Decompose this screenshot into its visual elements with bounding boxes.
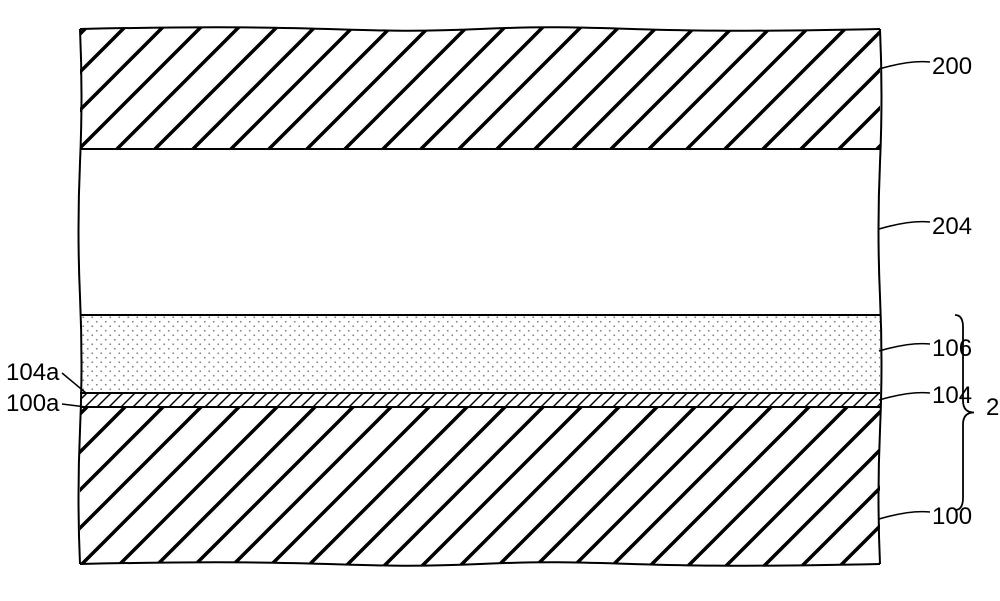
label-104a: 104a <box>6 359 59 387</box>
label-200: 200 <box>932 53 972 81</box>
cross-section-diagram <box>0 0 1000 601</box>
label-100: 100 <box>932 503 972 531</box>
layer-200 <box>80 27 880 149</box>
label-100a: 100a <box>6 390 59 418</box>
label-104: 104 <box>932 382 972 410</box>
label-204: 204 <box>932 213 972 241</box>
label-202: 202 <box>986 394 1000 422</box>
layer-204 <box>80 149 880 315</box>
layer-100 <box>80 407 880 566</box>
layer-104 <box>80 393 880 407</box>
label-106: 106 <box>932 335 972 363</box>
layer-106 <box>80 315 880 393</box>
